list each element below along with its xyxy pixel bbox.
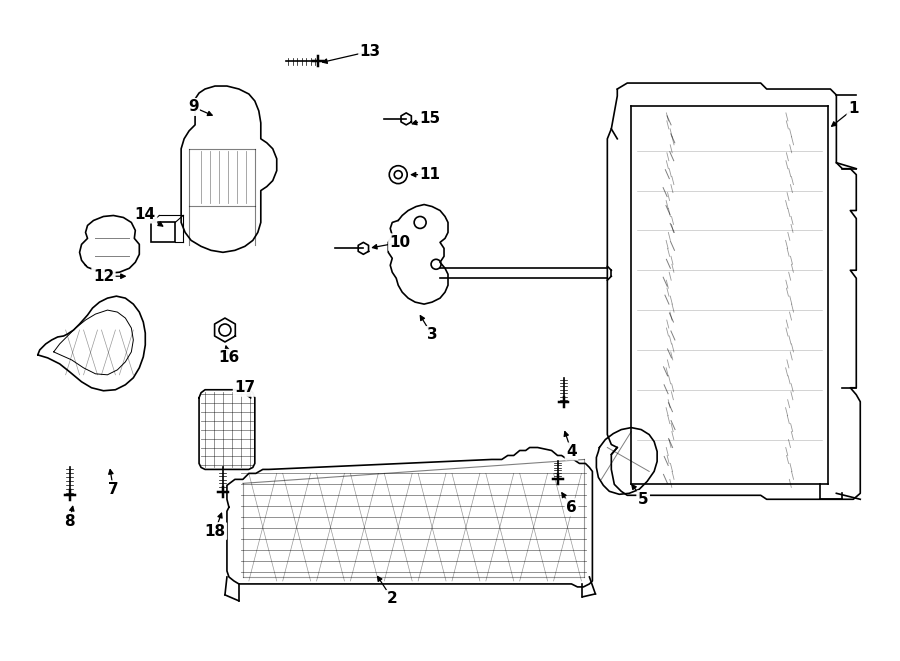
Text: 6: 6 — [566, 500, 577, 515]
Text: 12: 12 — [93, 269, 114, 284]
Text: 1: 1 — [848, 101, 859, 116]
Text: 10: 10 — [390, 235, 410, 250]
Text: 9: 9 — [188, 99, 198, 114]
Text: 17: 17 — [234, 380, 256, 395]
Text: 18: 18 — [204, 524, 226, 539]
Text: 5: 5 — [638, 492, 649, 507]
Text: 3: 3 — [427, 327, 437, 342]
Text: 11: 11 — [419, 167, 441, 182]
Text: 16: 16 — [219, 350, 239, 366]
Text: 13: 13 — [360, 44, 381, 59]
Text: 7: 7 — [108, 482, 119, 497]
Text: 2: 2 — [387, 592, 398, 606]
Text: 15: 15 — [419, 112, 441, 126]
Text: 8: 8 — [64, 514, 75, 529]
Text: 14: 14 — [135, 207, 156, 222]
Text: 4: 4 — [566, 444, 577, 459]
